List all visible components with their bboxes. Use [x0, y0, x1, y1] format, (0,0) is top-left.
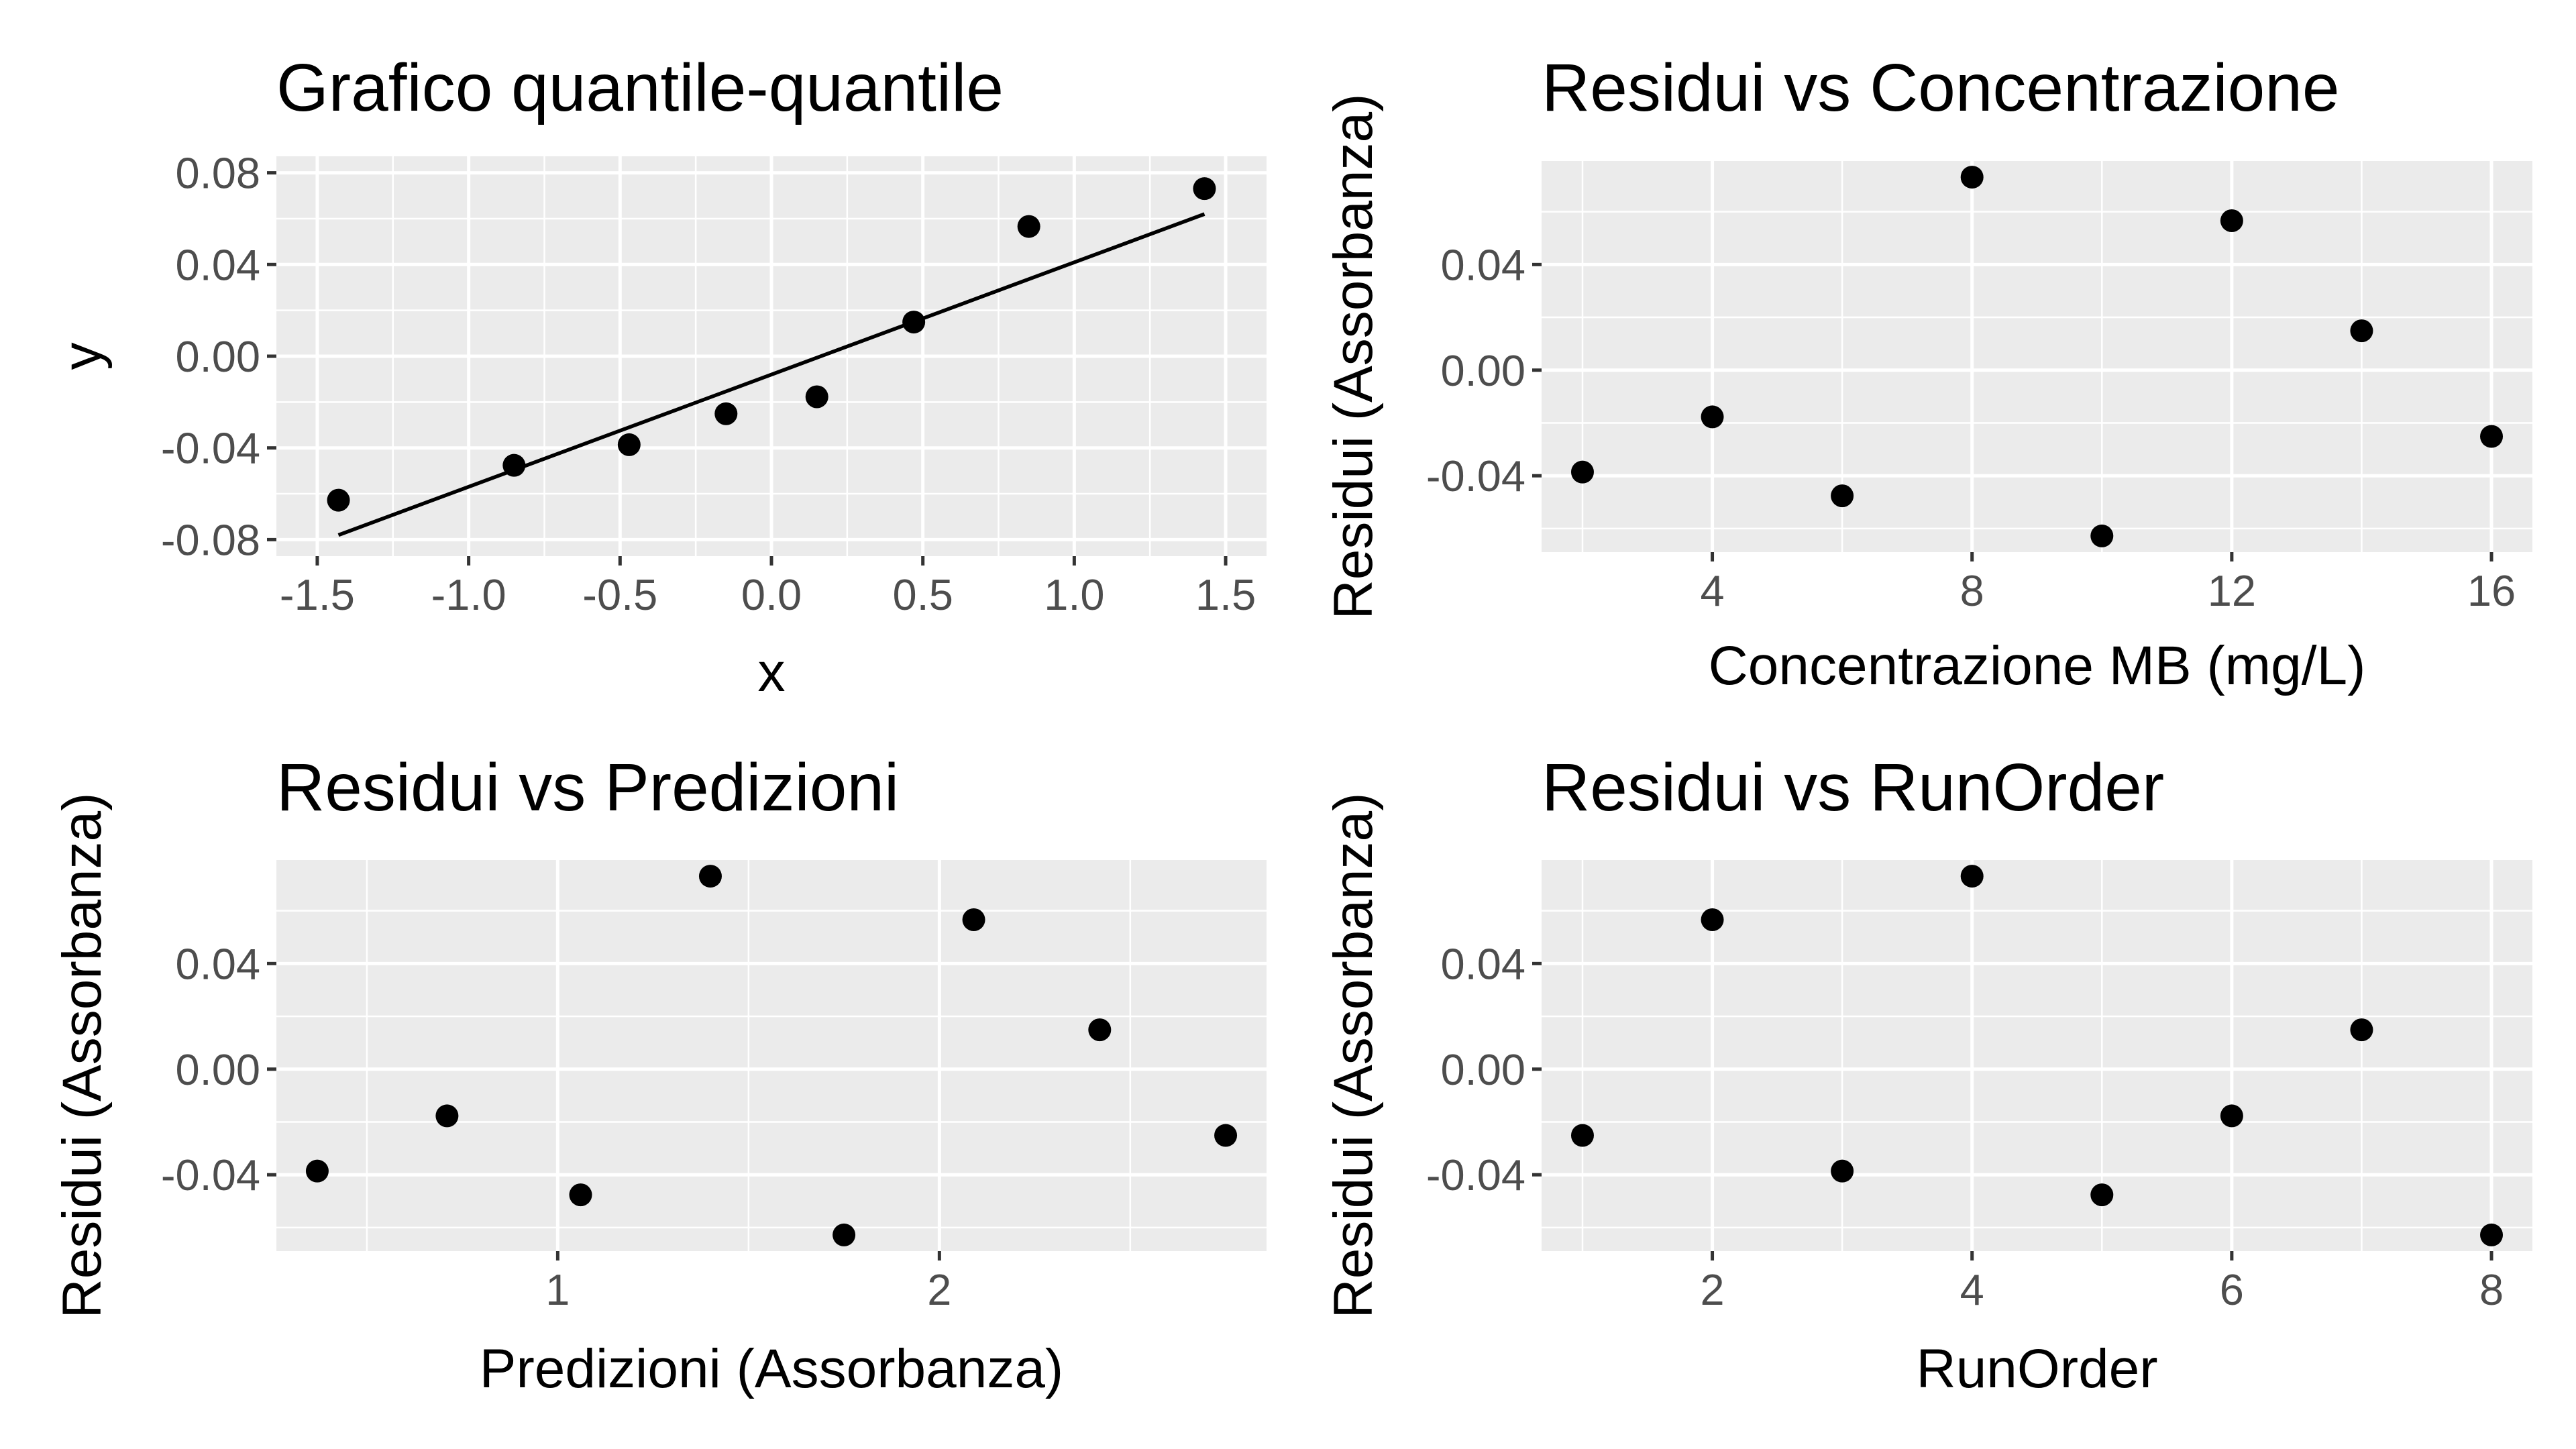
y-tick-label: -0.04 — [1426, 451, 1525, 500]
x-tick-label: -1.5 — [280, 570, 355, 619]
data-point — [714, 402, 738, 425]
data-point — [2220, 209, 2243, 233]
panel-1: -1.5 -1.0 -0.5 0.0 0.5 1.0 1.5 -0.08 -0.04 0.00 0.… — [52, 50, 1267, 703]
x-tick-label: 2 — [927, 1265, 951, 1314]
y-tick-label: -0.04 — [161, 424, 260, 473]
plot-background — [1542, 860, 2532, 1251]
data-point — [1570, 1124, 1594, 1147]
data-point — [1701, 405, 1724, 429]
data-point — [1831, 1159, 1854, 1183]
data-point — [435, 1104, 459, 1128]
data-point — [1701, 908, 1724, 932]
x-tick-label: -0.5 — [582, 570, 657, 619]
y-tick-label: -0.04 — [161, 1150, 260, 1199]
plot-background — [1542, 161, 2532, 552]
x-tick-label: 1.0 — [1044, 570, 1104, 619]
x-tick-label: 0.5 — [893, 570, 953, 619]
data-point — [1193, 177, 1216, 201]
data-point — [805, 385, 828, 409]
y-tick-label: 0.00 — [1440, 1045, 1525, 1094]
y-axis-title: Residui (Assorbanza) — [1323, 793, 1384, 1319]
y-tick-label: 0.00 — [175, 1045, 260, 1094]
data-point — [1570, 460, 1594, 484]
data-point — [305, 1159, 329, 1183]
y-tick-label: 0.00 — [175, 332, 260, 381]
x-tick-label: 6 — [2220, 1265, 2244, 1314]
x-tick-label: 1 — [545, 1265, 570, 1314]
data-point — [569, 1183, 592, 1207]
data-point — [2350, 319, 2373, 343]
x-tick-label: 2 — [1700, 1265, 1724, 1314]
data-point — [1017, 215, 1040, 238]
data-point — [502, 453, 526, 477]
x-tick-label: 0.0 — [741, 570, 802, 619]
x-axis-title: x — [758, 642, 786, 703]
y-axis-title: y — [52, 343, 113, 370]
y-tick-label: 0.04 — [175, 240, 260, 289]
qq-reference-line — [337, 212, 1205, 537]
x-tick-label: 4 — [1960, 1265, 1984, 1314]
data-point — [902, 311, 926, 334]
panel-3: 1 2 -0.04 0.00 0.04 Residui vs Predizioni Pred… — [52, 750, 1267, 1399]
data-point — [1831, 484, 1854, 508]
data-point — [2220, 1104, 2243, 1128]
y-tick-label: -0.08 — [161, 515, 260, 564]
data-point — [2090, 1183, 2114, 1207]
chart-title: Residui vs Predizioni — [276, 750, 899, 825]
data-point — [698, 865, 722, 888]
panel-4: 2 4 6 8 -0.04 0.00 0.04 Residui vs RunOrder RunO… — [1323, 750, 2532, 1399]
data-point — [962, 908, 985, 932]
y-tick-label: 0.04 — [1440, 939, 1525, 988]
y-tick-label: 0.04 — [175, 939, 260, 988]
x-axis-title: Concentrazione MB (mg/L) — [1709, 635, 2366, 696]
data-point — [1960, 865, 1984, 888]
data-point — [1088, 1018, 1112, 1042]
chart-title: Grafico quantile-quantile — [276, 50, 1004, 125]
data-point — [1214, 1124, 1238, 1147]
x-tick-label: 16 — [2467, 566, 2516, 615]
data-point — [617, 433, 641, 456]
y-tick-label: 0.04 — [1440, 240, 1525, 289]
x-tick-label: 1.5 — [1195, 570, 1256, 619]
panel-2: 4 8 12 16 -0.04 0.00 0.04 Residui vs Concentraz… — [1323, 50, 2532, 696]
x-axis-title: RunOrder — [1916, 1338, 2157, 1399]
x-tick-label: -1.0 — [431, 570, 506, 619]
y-tick-label: 0.08 — [175, 149, 260, 198]
data-point — [2480, 425, 2504, 448]
data-point — [2350, 1018, 2373, 1042]
x-tick-label: 4 — [1700, 566, 1724, 615]
x-tick-label: 8 — [1960, 566, 1984, 615]
plot-background — [276, 860, 1267, 1251]
x-tick-label: 8 — [2479, 1265, 2504, 1314]
y-axis-title: Residui (Assorbanza) — [1323, 94, 1384, 620]
chart-title: Residui vs Concentrazione — [1542, 50, 2340, 125]
chart-title: Residui vs RunOrder — [1542, 750, 2164, 825]
data-point — [2090, 524, 2114, 547]
x-axis-title: Predizioni (Assorbanza) — [480, 1338, 1064, 1399]
y-axis-title: Residui (Assorbanza) — [52, 793, 113, 1319]
data-point — [833, 1223, 856, 1246]
data-point — [327, 488, 350, 512]
data-point — [2480, 1223, 2504, 1246]
y-tick-label: -0.04 — [1426, 1150, 1525, 1199]
data-point — [1960, 166, 1984, 189]
x-tick-label: 12 — [2208, 566, 2256, 615]
y-tick-label: 0.00 — [1440, 346, 1525, 395]
